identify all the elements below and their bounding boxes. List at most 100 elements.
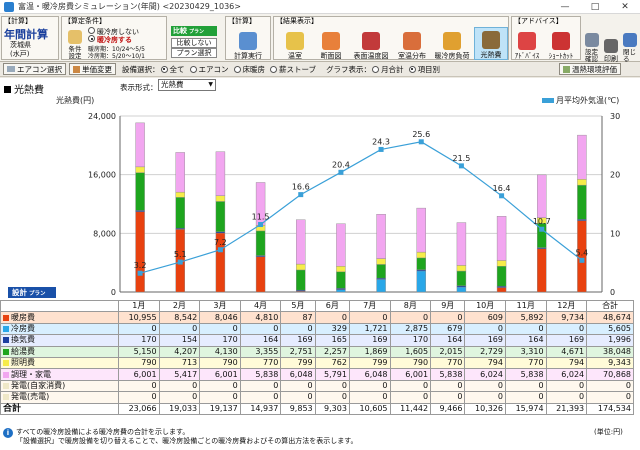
surface-temp-button[interactable]: 表面温度図: [350, 27, 392, 60]
close-button[interactable]: 閉じる: [620, 30, 640, 63]
maximize-button[interactable]: □: [590, 2, 600, 12]
value-cell: 6,024: [545, 368, 588, 381]
legend-swatch: [3, 394, 9, 401]
y-tick-label: 8,000: [93, 229, 116, 238]
monthly-cost-table: 1月 2月 3月 4月 5月 6月 7月 8月 9月 10月 11月 12月 合計 暖房費 10,955 8,…: [0, 299, 634, 415]
aircon-select-button[interactable]: エアコン選択: [3, 63, 66, 75]
table-header-row: 1月 2月 3月 4月 5月 6月 7月 8月 9月 10月 11月 12月 合計: [0, 299, 634, 313]
value-cell: 169: [464, 334, 506, 347]
cooling-off-radio[interactable]: 暖冷房しない: [88, 27, 139, 37]
value-cell: 154: [158, 334, 201, 347]
conditions-button[interactable]: 条件設定: [64, 27, 86, 60]
value-cell: 3,355: [239, 345, 282, 358]
y-right-tick-label: 30: [610, 112, 620, 121]
compare-off-option[interactable]: 比較しない: [171, 38, 217, 48]
value-cell: 0: [118, 322, 160, 336]
value-cell: 0: [430, 311, 466, 324]
value-cell: 799: [348, 356, 391, 370]
bar-segment: [336, 223, 346, 267]
graph-itemized-radio[interactable]: 項目別: [408, 64, 440, 75]
room-temp-button[interactable]: 室温分布: [394, 27, 430, 60]
advice-button[interactable]: ｱﾄﾞﾊﾞｲｽ: [514, 27, 540, 60]
energy-cost-button[interactable]: 光熱費: [474, 27, 508, 60]
settings-check-button[interactable]: 設定確認: [583, 30, 601, 63]
value-cell: 14,937: [239, 402, 282, 415]
month-header-cell: 5月: [280, 299, 316, 313]
y-right-axis-title: 月平均外気温(℃): [556, 95, 619, 105]
row-label-cell: 換気費: [0, 334, 119, 347]
value-cell: 0: [348, 391, 391, 404]
value-cell: 0: [430, 391, 466, 404]
options-toolbar: エアコン選択 単価変更 設備選択： 全て エアコン 床暖房 薪ストーブ グラフ表…: [0, 62, 640, 77]
compare-tag: 比較 プラン: [171, 26, 217, 36]
format-label: 表示形式：: [120, 83, 158, 92]
close-window-button[interactable]: ✕: [621, 2, 629, 12]
table-row: 給湯費 5,150 4,207 4,130 3,355 2,751 2,257 1,869 1,…: [0, 345, 634, 358]
compare-group: 比較 プラン 比較しない プラン選択: [169, 16, 221, 60]
month-header-cell: 3月: [199, 299, 241, 313]
value-cell: 6,048: [348, 368, 391, 381]
shortcut-button[interactable]: ｼｮｰﾄｶｯﾄ: [544, 27, 578, 60]
value-cell: 4,671: [545, 345, 588, 358]
conditions-group-caption: 【算定条件】: [64, 17, 106, 25]
value-cell: 1,721: [348, 322, 391, 336]
value-cell: 0: [464, 322, 506, 336]
bar-segment: [336, 266, 346, 273]
temperature-label: 16.4: [493, 184, 511, 193]
y-right-tick-label: 10: [610, 229, 620, 238]
unit-price-button[interactable]: 単価変更: [69, 63, 116, 75]
equipment-all-radio[interactable]: 全て: [160, 64, 185, 75]
temperature-label: 5.1: [174, 250, 187, 259]
bar-segment: [496, 287, 507, 293]
cooling-on-radio[interactable]: 暖冷房する: [88, 35, 132, 45]
results-group: 【結果表示】 温室 断面図 表面温度図 室温分布 暖冷房負荷 光熱費: [273, 16, 509, 60]
value-cell: 2,729: [464, 345, 506, 358]
row-label-text: 暖房費: [11, 312, 35, 322]
legend-line-swatch: [542, 98, 554, 103]
plan-select-button[interactable]: プラン選択: [171, 48, 217, 58]
info-icon: i: [3, 428, 13, 438]
data-table-panel: 1月 2月 3月 4月 5月 6月 7月 8月 9月 10月 11月 12月 合計 暖房費 10,955 8,…: [0, 299, 640, 426]
value-cell: 0: [239, 379, 282, 393]
value-cell: 0: [464, 379, 506, 393]
equipment-stove-radio[interactable]: 薪ストーブ: [270, 64, 316, 75]
row-label-cell: 照明費: [0, 356, 119, 370]
bar-segment: [376, 214, 386, 259]
load-button[interactable]: 暖冷房負荷: [432, 27, 472, 60]
printer-icon: [604, 39, 618, 53]
value-cell: 2,875: [389, 322, 432, 336]
location-city: (水戸): [10, 50, 30, 58]
bar-segment: [416, 207, 426, 253]
value-cell: 4,810: [239, 311, 282, 324]
title-bar: 富温・暖冷房費シミュレーション(年間) <20230429_1036> — □ …: [0, 0, 640, 14]
bar-segment: [135, 166, 145, 173]
footer-note-1: すべての暖冷房設備による暖冷房費の合計を示します。: [16, 428, 190, 436]
month-header-cell: 7月: [348, 299, 391, 313]
mode-title: 年間計算: [4, 28, 48, 41]
value-cell: 0: [545, 391, 588, 404]
row-label-text: 調理・家電: [11, 369, 51, 379]
row-label-cell: 給湯費: [0, 345, 119, 358]
value-cell: 0: [586, 379, 634, 393]
minimize-button[interactable]: —: [560, 2, 570, 12]
value-cell: 0: [199, 322, 241, 336]
print-button[interactable]: 印刷: [602, 30, 620, 63]
bar-segment: [336, 271, 346, 289]
value-cell: 8,046: [199, 311, 241, 324]
bar-segment: [416, 257, 426, 270]
greenhouse-button[interactable]: 温室: [278, 27, 312, 60]
equipment-aircon-radio[interactable]: エアコン: [189, 64, 229, 75]
section-button[interactable]: 断面図: [314, 27, 348, 60]
bar-segment: [376, 279, 386, 293]
equipment-floor-radio[interactable]: 床暖房: [233, 64, 265, 75]
legend-swatch: [3, 337, 9, 344]
value-cell: 170: [199, 334, 241, 347]
value-cell: 799: [280, 356, 316, 370]
run-calculation-button[interactable]: 計算実行: [230, 27, 266, 60]
thermal-env-button[interactable]: 温熱環境評価: [559, 63, 621, 75]
format-select[interactable]: 光熱費 ▼: [158, 79, 216, 91]
advice-group-caption: 【アドバイス】: [514, 17, 563, 25]
bar-segment: [215, 195, 226, 202]
graph-monthly-radio[interactable]: 月合計: [372, 64, 404, 75]
value-cell: 1,996: [586, 334, 634, 347]
